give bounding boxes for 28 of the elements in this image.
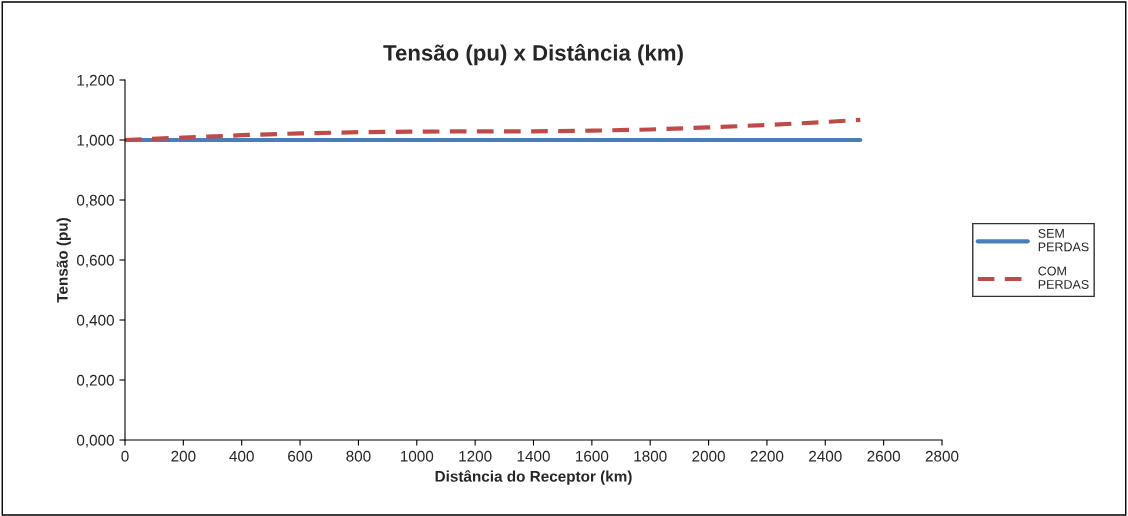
x-tick-label: 1600 <box>576 450 609 462</box>
x-tick-label: 2200 <box>750 450 784 462</box>
y-tick-label: 0,600 <box>76 254 114 268</box>
x-tick-label: 600 <box>288 450 313 462</box>
chart-title: Tensão (pu) x Distância (km) <box>383 43 683 66</box>
x-axis-title: Distância do Receptor (km) <box>435 470 632 485</box>
x-tick-label: 1400 <box>517 450 550 462</box>
x-tick-label: 2600 <box>867 450 901 462</box>
y-axis-title: Tensão (pu) <box>56 218 71 303</box>
y-tick-label: 0,400 <box>76 314 114 328</box>
y-tick-label: 1,000 <box>77 134 114 148</box>
x-tick-label: 1000 <box>400 450 434 462</box>
x-tick-label: 2000 <box>692 450 725 462</box>
x-tick-label: 2800 <box>925 450 959 462</box>
x-tick-label: 200 <box>171 450 196 462</box>
x-tick-label: 0 <box>121 450 129 462</box>
line-series <box>125 117 863 143</box>
legend-label: COM PERDAS <box>1038 266 1089 289</box>
y-tick-label: 0,200 <box>76 374 114 388</box>
x-tick-label: 800 <box>346 450 371 462</box>
x-tick-label: 2400 <box>809 450 842 462</box>
y-tick-label: 1,200 <box>77 74 114 88</box>
y-tick-label: 0,000 <box>76 434 114 448</box>
x-tick-label: 1800 <box>634 450 667 462</box>
x-tick-label: 1200 <box>459 450 492 462</box>
y-tick-label: 0,800 <box>76 194 114 208</box>
x-tick-label: 400 <box>229 450 254 462</box>
legend-label: SEM PERDAS <box>1038 228 1089 252</box>
